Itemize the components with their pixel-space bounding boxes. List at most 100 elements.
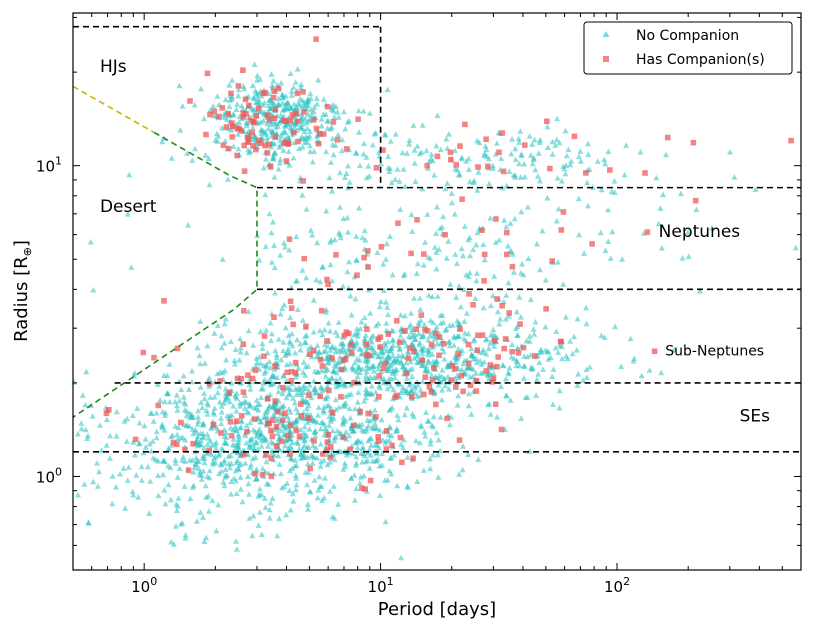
point-no-companion: [382, 256, 389, 262]
point-no-companion: [292, 486, 299, 493]
point-no-companion: [256, 401, 263, 407]
point-no-companion: [211, 393, 218, 400]
point-has-companion: [292, 359, 299, 366]
point-no-companion: [318, 122, 325, 129]
point-no-companion: [218, 403, 225, 409]
point-no-companion: [333, 383, 340, 390]
point-no-companion: [273, 351, 280, 358]
point-no-companion: [218, 332, 225, 339]
point-no-companion: [516, 139, 523, 145]
point-no-companion: [288, 456, 295, 462]
point-has-companion: [348, 349, 355, 356]
point-no-companion: [387, 138, 394, 144]
point-no-companion: [356, 346, 363, 352]
point-has-companion: [261, 353, 267, 359]
point-no-companion: [553, 136, 560, 143]
point-no-companion: [327, 459, 333, 465]
point-has-companion: [155, 402, 162, 409]
point-no-companion: [228, 380, 235, 386]
point-no-companion: [261, 495, 268, 501]
point-no-companion: [657, 205, 664, 211]
point-no-companion: [347, 415, 354, 421]
point-no-companion: [321, 326, 328, 333]
point-no-companion: [307, 142, 313, 149]
point-no-companion: [356, 162, 363, 169]
point-no-companion: [328, 159, 334, 165]
point-no-companion: [261, 376, 268, 383]
point-no-companion: [420, 467, 427, 473]
point-no-companion: [365, 422, 372, 429]
point-no-companion: [394, 427, 401, 433]
point-no-companion: [398, 360, 405, 366]
point-no-companion: [434, 112, 441, 119]
point-no-companion: [529, 160, 536, 167]
point-has-companion: [268, 427, 274, 434]
point-no-companion: [544, 348, 551, 355]
point-no-companion: [370, 363, 377, 369]
point-no-companion: [437, 414, 444, 420]
point-no-companion: [159, 421, 165, 428]
point-has-companion: [642, 170, 648, 176]
point-has-companion: [479, 332, 486, 338]
point-no-companion: [443, 135, 450, 142]
point-no-companion: [562, 170, 569, 177]
point-has-companion: [470, 302, 476, 308]
point-no-companion: [195, 414, 202, 420]
point-has-companion: [481, 251, 488, 258]
point-no-companion: [526, 133, 533, 139]
point-no-companion: [272, 347, 279, 354]
point-no-companion: [315, 77, 322, 83]
point-has-companion: [544, 118, 550, 125]
point-no-companion: [362, 337, 368, 343]
point-no-companion: [465, 273, 472, 280]
point-no-companion: [419, 122, 426, 128]
point-has-companion: [436, 334, 443, 340]
point-no-companion: [199, 454, 206, 461]
point-no-companion: [389, 352, 396, 358]
point-no-companion: [318, 116, 325, 122]
point-no-companion: [583, 304, 590, 311]
point-no-companion: [275, 336, 282, 342]
point-no-companion: [211, 455, 218, 461]
point-has-companion: [327, 454, 334, 461]
point-has-companion: [448, 156, 454, 163]
point-no-companion: [147, 478, 154, 484]
point-no-companion: [252, 454, 259, 460]
point-no-companion: [362, 236, 369, 243]
point-no-companion: [201, 395, 208, 402]
point-has-companion: [315, 141, 322, 147]
point-no-companion: [327, 328, 333, 334]
point-no-companion: [313, 276, 320, 283]
point-no-companion: [122, 505, 129, 511]
point-no-companion: [437, 146, 444, 153]
point-has-companion: [399, 459, 405, 466]
point-no-companion: [537, 266, 543, 273]
point-no-companion: [138, 477, 145, 483]
point-no-companion: [416, 339, 423, 346]
point-no-companion: [237, 380, 244, 386]
point-no-companion: [348, 311, 355, 318]
point-no-companion: [178, 386, 185, 392]
point-no-companion: [270, 118, 277, 125]
point-no-companion: [394, 356, 401, 362]
point-no-companion: [340, 466, 347, 472]
point-no-companion: [487, 411, 494, 417]
point-has-companion: [140, 349, 147, 356]
point-no-companion: [236, 462, 243, 468]
point-no-companion: [356, 129, 362, 135]
point-no-companion: [247, 464, 254, 471]
point-no-companion: [266, 506, 273, 513]
point-no-companion: [463, 310, 470, 316]
point-no-companion: [356, 480, 363, 486]
point-has-companion: [229, 120, 235, 126]
point-no-companion: [288, 330, 295, 337]
point-has-companion: [419, 357, 425, 364]
point-no-companion: [146, 440, 153, 447]
point-no-companion: [223, 434, 230, 441]
point-no-companion: [212, 137, 219, 143]
point-no-companion: [353, 460, 360, 466]
point-no-companion: [508, 150, 515, 157]
point-no-companion: [400, 353, 407, 360]
point-no-companion: [346, 432, 353, 439]
point-has-companion: [475, 332, 481, 339]
